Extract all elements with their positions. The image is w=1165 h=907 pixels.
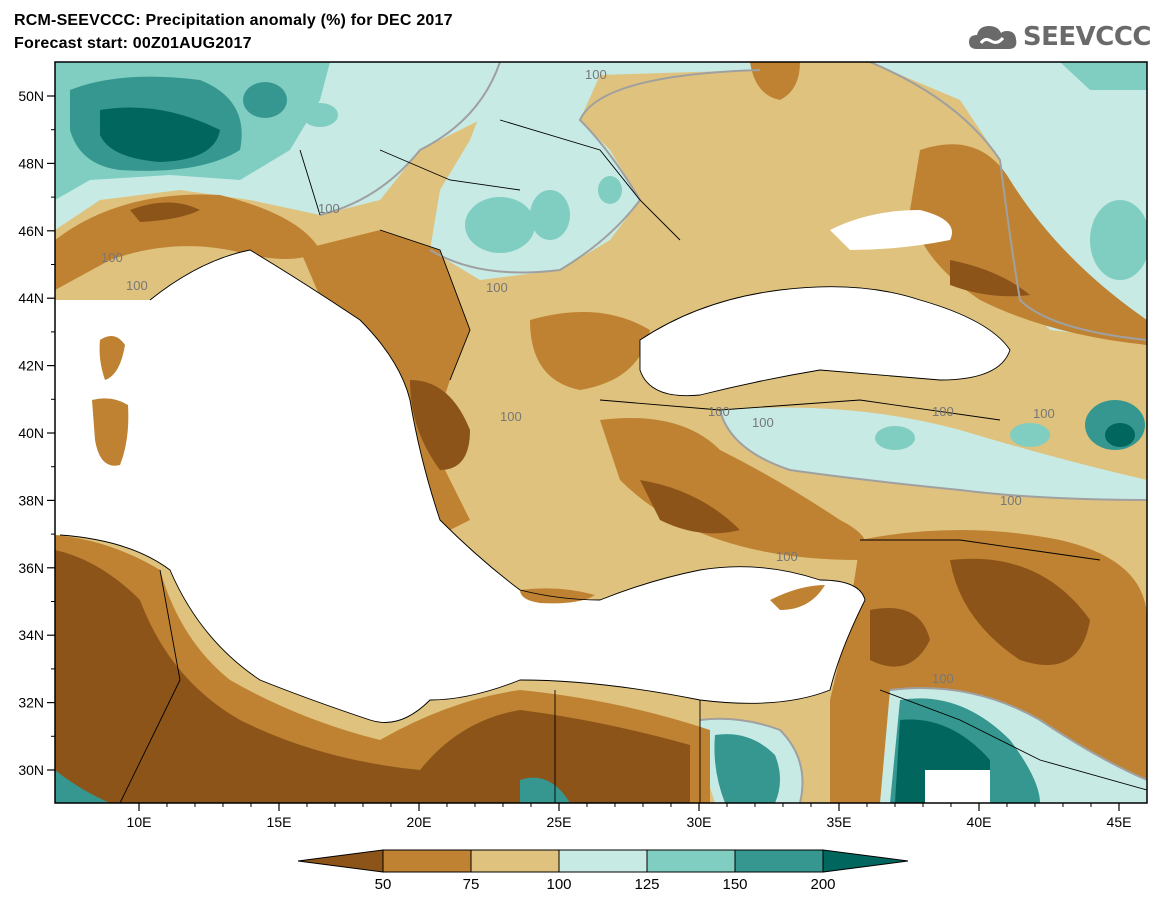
contour-label: 100: [776, 549, 798, 564]
contour-label: 100: [101, 250, 123, 265]
extreme-wet-spot-armenia: [1105, 423, 1135, 447]
contour-label: 100: [932, 671, 954, 686]
contour-label: 100: [752, 415, 774, 430]
map-plot-area: 100 100 100 100 100 100 100 100 100 100 …: [55, 62, 1147, 803]
lat-tick-label: 40N: [18, 425, 44, 441]
colorbar-segment: [470, 849, 560, 873]
wet-spot-poland: [302, 103, 338, 127]
colorbar-label: 200: [810, 876, 835, 893]
lat-tick-label: 50N: [18, 88, 44, 104]
colorbar-label: 50: [375, 876, 392, 893]
colorbar-label: 75: [463, 876, 480, 893]
lat-tick-label: 38N: [18, 492, 44, 508]
contour-label: 100: [585, 67, 607, 82]
lon-tick-label: 25E: [547, 814, 572, 830]
cyprus-island: [770, 585, 825, 610]
colorbar-segment: [297, 849, 384, 873]
colorbar-label: 125: [634, 876, 659, 893]
wet-spot-romania: [530, 190, 570, 240]
colorbar-segment: [734, 849, 824, 873]
dry-band-alps: [55, 194, 320, 290]
colorbar-segment: [646, 849, 736, 873]
black-sea: [640, 286, 1010, 396]
lon-tick-label: 45E: [1107, 814, 1132, 830]
extreme-wet-region-germany: [100, 107, 220, 162]
colorbar: 50 75 100 125 150 200: [297, 849, 909, 893]
very-dry-spot-caucasus: [950, 260, 1030, 297]
contour-label: 100: [318, 201, 340, 216]
dry-region-caucasus: [910, 144, 1147, 345]
very-wet-spot-czech: [243, 82, 287, 118]
colorbar-segment: [822, 849, 909, 873]
lat-tick-label: 32N: [18, 695, 44, 711]
latitude-axis: 50N 48N 46N 44N 42N 40N 38N 36N 34N 32N 30N: [18, 88, 55, 778]
forecast-start-subtitle: Forecast start: 00Z01AUG2017: [14, 35, 252, 52]
contour-labels: 100 100 100 100 100 100 100 100 100 100 …: [101, 67, 1055, 686]
very-wet-region-sinai: [714, 734, 780, 803]
lat-tick-label: 48N: [18, 155, 44, 171]
lat-tick-label: 44N: [18, 290, 44, 306]
sea-of-azov: [830, 210, 952, 250]
contour-label: 100: [126, 278, 148, 293]
mediterranean-sea: [55, 250, 865, 723]
lat-tick-label: 42N: [18, 358, 44, 374]
wet-spot-georgia: [1010, 423, 1050, 447]
lon-tick-label: 10E: [127, 814, 152, 830]
seevccc-logo: SEEVCCC: [967, 20, 1152, 54]
very-dry-region-north-africa: [55, 550, 690, 803]
colorbar-segment: [558, 849, 648, 873]
lon-tick-label: 20E: [407, 814, 432, 830]
corsica-island: [99, 336, 125, 380]
contour-label: 100: [708, 404, 730, 419]
dry-spot-russia: [750, 62, 800, 100]
contour-label: 100: [1033, 406, 1055, 421]
lon-tick-label: 35E: [827, 814, 852, 830]
contour-label: 100: [486, 280, 508, 295]
missing-data-patch: [925, 770, 990, 803]
colorbar-segment: [382, 849, 472, 873]
wet-spot-moldova: [598, 176, 622, 204]
wet-spot-hungary: [465, 197, 535, 253]
cloud-logo-icon: [968, 26, 1017, 49]
contour-label: 100: [932, 404, 954, 419]
very-dry-spot-lebanon: [870, 608, 930, 667]
gulf-of-lion: [55, 300, 150, 360]
wet-spot-tunisia-south: [55, 770, 110, 803]
colorbar-label: 150: [722, 876, 747, 893]
sardinia-island: [92, 398, 129, 466]
lat-tick-label: 36N: [18, 560, 44, 576]
very-dry-spot-albania: [410, 380, 470, 470]
wet-spot-russia-north: [1060, 62, 1147, 90]
wet-region-east-anatolia: [720, 407, 1147, 500]
wet-spot-caspian: [1090, 200, 1147, 280]
very-dry-spot-alps: [130, 202, 200, 222]
logo-text: SEEVCCC: [1022, 22, 1152, 52]
contour-lines: [319, 62, 1147, 803]
contour-label: 100: [500, 409, 522, 424]
wet-spot-libya-south: [520, 777, 570, 803]
dry-region-anatolia: [600, 418, 867, 560]
wet-spot-east-anatolia: [875, 426, 915, 450]
lon-tick-label: 30E: [687, 814, 712, 830]
longitude-axis: 10E 15E 20E 25E 30E 35E 40E 45E: [127, 803, 1132, 830]
dry-region-bulgaria: [530, 312, 650, 390]
lat-tick-label: 30N: [18, 762, 44, 778]
country-borders: [59, 119, 1147, 803]
lon-tick-label: 40E: [967, 814, 992, 830]
very-dry-spot-anatolia: [640, 480, 740, 534]
very-dry-spot-syria: [950, 558, 1090, 665]
map-title: RCM-SEEVCCC: Precipitation anomaly (%) f…: [14, 12, 453, 29]
lat-tick-label: 34N: [18, 627, 44, 643]
lat-tick-label: 46N: [18, 223, 44, 239]
colorbar-label: 100: [546, 876, 571, 893]
lon-tick-label: 15E: [267, 814, 292, 830]
contour-label: 100: [1000, 493, 1022, 508]
crete-island: [520, 588, 595, 604]
